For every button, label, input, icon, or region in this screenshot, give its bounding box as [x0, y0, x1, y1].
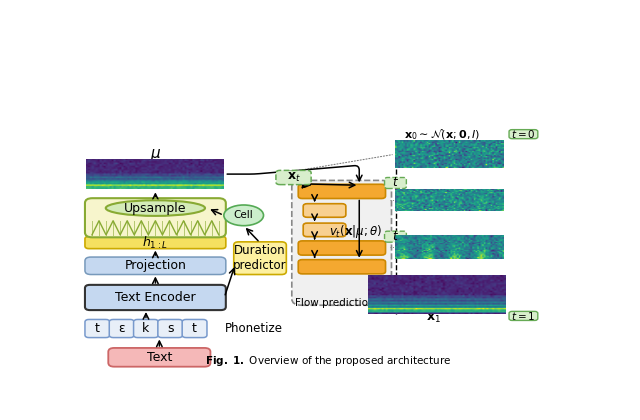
Text: Upsample: Upsample	[124, 202, 187, 215]
FancyBboxPatch shape	[108, 348, 211, 367]
Text: $t$: $t$	[392, 176, 399, 189]
Text: Text Encoder: Text Encoder	[115, 291, 196, 304]
FancyBboxPatch shape	[182, 320, 207, 338]
FancyBboxPatch shape	[509, 130, 538, 139]
FancyBboxPatch shape	[85, 285, 226, 310]
FancyBboxPatch shape	[85, 236, 226, 249]
FancyBboxPatch shape	[109, 320, 134, 338]
FancyBboxPatch shape	[85, 257, 226, 275]
FancyBboxPatch shape	[292, 181, 392, 305]
Text: $\mathbf{x}_1$: $\mathbf{x}_1$	[426, 312, 440, 325]
FancyBboxPatch shape	[134, 320, 158, 338]
FancyBboxPatch shape	[85, 198, 226, 237]
FancyBboxPatch shape	[303, 204, 346, 217]
FancyBboxPatch shape	[276, 171, 311, 185]
Text: Cell: Cell	[234, 210, 253, 220]
Text: Duration
predictor: Duration predictor	[233, 244, 287, 272]
Text: Text: Text	[147, 351, 172, 364]
Text: $\mathbf{x}_t$: $\mathbf{x}_t$	[287, 171, 300, 184]
FancyBboxPatch shape	[509, 311, 538, 320]
Text: $\mathbf{Fig.\ 1.}$ Overview of the proposed architecture: $\mathbf{Fig.\ 1.}$ Overview of the prop…	[205, 354, 451, 368]
FancyBboxPatch shape	[85, 320, 110, 338]
Text: Projection: Projection	[124, 259, 186, 272]
Text: t: t	[95, 322, 100, 335]
Text: $v_t(\mathbf{x}|\mu;\theta)$: $v_t(\mathbf{x}|\mu;\theta)$	[329, 223, 382, 240]
Text: $t$: $t$	[392, 230, 399, 243]
Text: ε: ε	[118, 322, 125, 335]
FancyBboxPatch shape	[298, 260, 385, 274]
Text: Flow prediction network: Flow prediction network	[295, 298, 420, 308]
Text: $t=0$: $t=0$	[511, 128, 536, 140]
Text: Phonetize: Phonetize	[225, 322, 284, 335]
FancyBboxPatch shape	[158, 320, 182, 338]
FancyBboxPatch shape	[298, 184, 385, 199]
Ellipse shape	[224, 205, 264, 226]
Text: s: s	[167, 322, 173, 335]
Text: $\mu$: $\mu$	[150, 147, 161, 163]
FancyBboxPatch shape	[234, 242, 286, 275]
Text: $t=1$: $t=1$	[511, 310, 536, 322]
FancyBboxPatch shape	[385, 178, 406, 189]
Text: $h_{1:L}$: $h_{1:L}$	[142, 234, 168, 251]
Text: k: k	[142, 322, 150, 335]
Text: $\mathbf{x}_0 \sim \mathcal{N}(\mathbf{x};\mathbf{0},I)$: $\mathbf{x}_0 \sim \mathcal{N}(\mathbf{x…	[404, 127, 480, 142]
FancyBboxPatch shape	[385, 231, 406, 242]
Ellipse shape	[106, 200, 205, 216]
FancyBboxPatch shape	[303, 223, 346, 237]
FancyBboxPatch shape	[298, 241, 385, 255]
Text: t: t	[192, 322, 197, 335]
